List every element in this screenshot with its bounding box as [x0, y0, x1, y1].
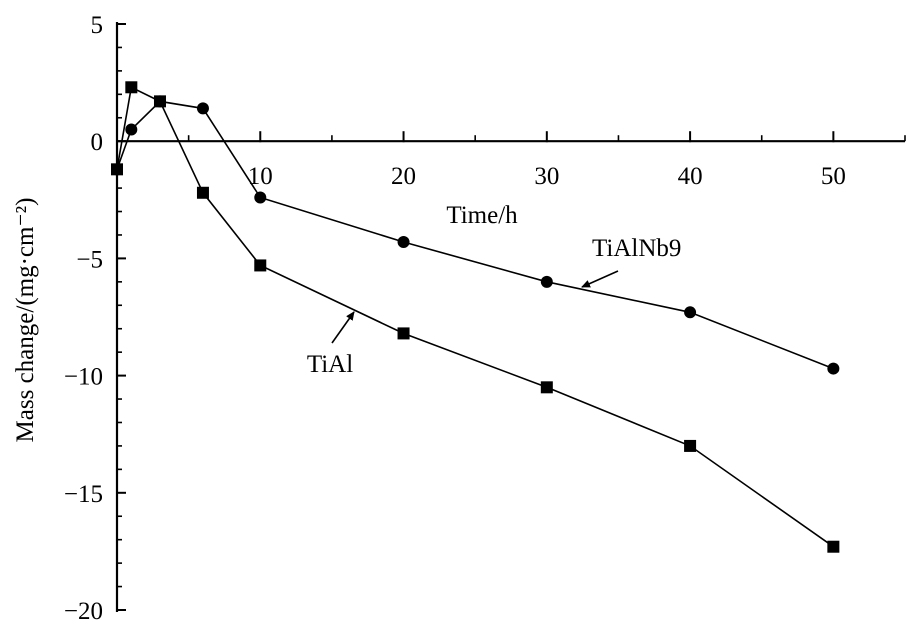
x-tick-label: 50 [821, 163, 846, 190]
series-label-arrow-tial [331, 311, 355, 344]
x-tick-label: 10 [248, 163, 273, 190]
data-point-tial [153, 95, 166, 108]
x-tick-label: 40 [678, 163, 703, 190]
series-layer [111, 81, 840, 553]
data-point-tialnb9 [684, 306, 697, 319]
y-tick-label: −15 [64, 481, 103, 508]
data-point-tial [684, 439, 697, 452]
series-line-tial [116, 86, 834, 548]
x-tick-label: 20 [391, 163, 416, 190]
x-tick-label: 30 [534, 163, 559, 190]
data-point-tialnb9 [397, 235, 410, 248]
y-tick-label: −10 [64, 364, 103, 391]
y-axis-title: Mass change/(mg·cm⁻²) [12, 198, 39, 443]
data-point-tial [397, 327, 410, 340]
x-axis-title: Time/h [446, 202, 518, 229]
y-tick-label: −5 [76, 246, 103, 273]
series-label-tial: TiAl [307, 351, 353, 378]
annotations: TiAlNb9 TiAl [307, 235, 682, 378]
data-point-tial [196, 186, 209, 199]
data-point-tial [125, 81, 138, 94]
y-tick-label: −20 [64, 598, 103, 625]
data-point-tial [540, 381, 553, 394]
series-label-tialnb9: TiAlNb9 [592, 235, 681, 262]
data-point-tialnb9 [254, 191, 267, 204]
data-point-tialnb9 [827, 362, 840, 375]
y-tick-label: 5 [91, 12, 104, 39]
data-point-tialnb9 [125, 123, 138, 136]
data-point-tial [827, 540, 840, 553]
y-tick-label: 0 [91, 129, 104, 156]
data-point-tialnb9 [196, 102, 209, 115]
data-point-tial [111, 163, 123, 176]
series-label-arrow-tialnb9 [581, 270, 619, 288]
data-point-tial [254, 259, 267, 272]
data-point-tialnb9 [540, 275, 553, 288]
